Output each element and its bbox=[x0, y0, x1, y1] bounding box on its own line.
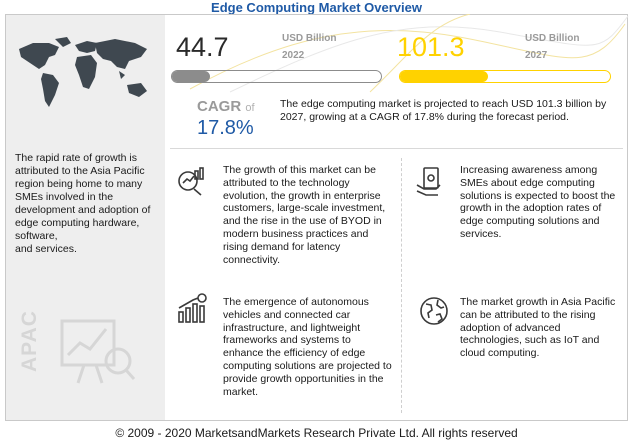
cagr-value: 17.8% bbox=[197, 117, 254, 139]
unit-2027: USD Billion bbox=[525, 33, 580, 44]
infographic-frame bbox=[5, 14, 628, 421]
copyright-footer: © 2009 - 2020 MarketsandMarkets Research… bbox=[115, 426, 518, 440]
summary-text: The edge computing market is projected t… bbox=[280, 98, 607, 123]
cagr-of-text: of bbox=[245, 102, 255, 114]
money-hand-icon bbox=[416, 167, 441, 196]
progress-fill-2027 bbox=[400, 71, 489, 82]
value-2022: 44.7 bbox=[176, 32, 229, 62]
value-2027: 101.3 bbox=[397, 32, 465, 62]
left-panel bbox=[6, 15, 165, 420]
fact-3-text: The emergence of autonomous vehicles and… bbox=[223, 296, 392, 398]
left-panel-text: The rapid rate of growth is attributed t… bbox=[15, 152, 151, 255]
fact-2-text: Increasing awareness among SMEs about ed… bbox=[460, 164, 616, 240]
progress-bar-2027 bbox=[399, 70, 611, 83]
divider-vertical bbox=[401, 158, 403, 413]
divider bbox=[170, 148, 623, 149]
page-title: Edge Computing Market Overview bbox=[211, 0, 422, 15]
progress-bar-2022 bbox=[171, 70, 382, 83]
revenue-bars-icon bbox=[178, 293, 207, 323]
unit-2022: USD Billion bbox=[282, 33, 337, 44]
region-label: APAC bbox=[18, 310, 41, 372]
cagr-label: CAGR of bbox=[197, 98, 255, 115]
year-2022: 2022 bbox=[282, 50, 305, 61]
fact-1-text: The growth of this market can be attribu… bbox=[223, 164, 386, 266]
decorative-swoosh bbox=[189, 14, 629, 93]
growth-chart-icon bbox=[178, 167, 204, 196]
fact-4-text: The market growth in Asia Pacific can be… bbox=[460, 296, 616, 360]
globe-icon bbox=[420, 297, 448, 325]
world-map-icon bbox=[19, 37, 147, 107]
progress-fill-2022 bbox=[172, 71, 210, 82]
cagr-label-text: CAGR bbox=[197, 98, 242, 115]
year-2027: 2027 bbox=[525, 50, 548, 61]
presentation-chart-icon bbox=[60, 319, 136, 384]
